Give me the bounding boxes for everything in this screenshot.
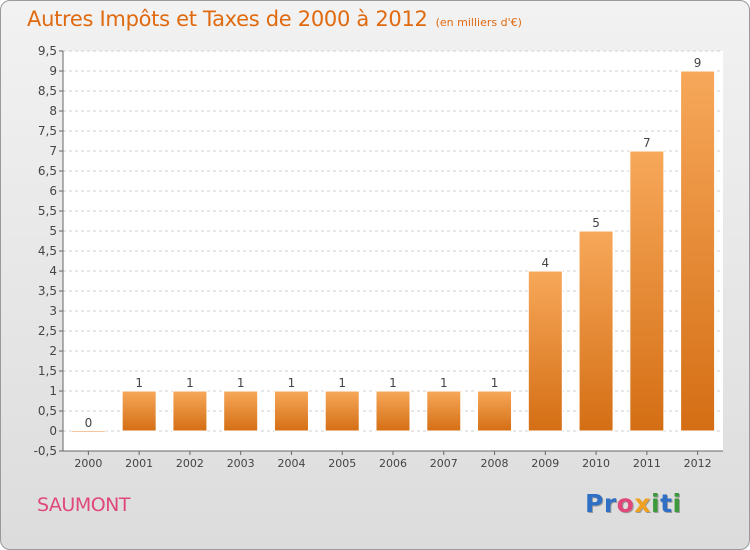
bar bbox=[121, 390, 157, 432]
x-tick-label: 2011 bbox=[633, 457, 661, 470]
y-tick-label: 9 bbox=[49, 64, 57, 78]
y-tick-label: 4,5 bbox=[38, 244, 57, 258]
data-label: 0 bbox=[85, 416, 93, 430]
data-label: 1 bbox=[491, 376, 499, 390]
data-label: 1 bbox=[135, 376, 143, 390]
x-tick-label: 2007 bbox=[430, 457, 458, 470]
x-tick-label: 2012 bbox=[684, 457, 712, 470]
logo-letter: t bbox=[660, 489, 673, 518]
bar bbox=[273, 390, 309, 432]
logo-letter: o bbox=[616, 489, 635, 518]
logo-letter: i bbox=[651, 489, 661, 518]
x-tick-label: 2003 bbox=[227, 457, 255, 470]
commune-name: SAUMONT bbox=[37, 494, 130, 516]
bar bbox=[578, 230, 614, 432]
bar bbox=[680, 70, 716, 432]
x-tick-label: 2005 bbox=[328, 457, 356, 470]
y-tick-label: 8,5 bbox=[38, 84, 57, 98]
data-label: 4 bbox=[541, 256, 549, 270]
chart-title: Autres Impôts et Taxes de 2000 à 2012 (en… bbox=[27, 7, 522, 31]
y-tick-label: 3,5 bbox=[38, 284, 57, 298]
y-tick-label: 2 bbox=[49, 344, 57, 358]
x-tick-label: 2000 bbox=[74, 457, 102, 470]
y-tick-label: 9,5 bbox=[38, 44, 57, 58]
data-label: 1 bbox=[389, 376, 397, 390]
bar bbox=[70, 430, 106, 433]
x-tick-label: 2008 bbox=[481, 457, 509, 470]
x-tick-label: 2006 bbox=[379, 457, 407, 470]
data-label: 1 bbox=[237, 376, 245, 390]
logo-letter: i bbox=[672, 489, 682, 518]
data-label: 5 bbox=[592, 216, 600, 230]
data-label: 1 bbox=[338, 376, 346, 390]
y-tick-label: 0,5 bbox=[38, 404, 57, 418]
bar bbox=[426, 390, 462, 432]
y-tick-label: 1 bbox=[49, 384, 57, 398]
bar bbox=[375, 390, 411, 432]
y-tick-label: 3 bbox=[49, 304, 57, 318]
data-label: 1 bbox=[186, 376, 194, 390]
data-label: 1 bbox=[288, 376, 296, 390]
y-tick-label: 2,5 bbox=[38, 324, 57, 338]
y-tick-label: 7 bbox=[49, 144, 57, 158]
y-tick-label: 5 bbox=[49, 224, 57, 238]
bar bbox=[172, 390, 208, 432]
y-tick-label: -0,5 bbox=[34, 444, 57, 458]
bar bbox=[223, 390, 259, 432]
chart-unit-note: (en milliers d'€) bbox=[435, 16, 522, 29]
y-tick-label: 1,5 bbox=[38, 364, 57, 378]
y-tick-label: 5,5 bbox=[38, 204, 57, 218]
x-tick-label: 2001 bbox=[125, 457, 153, 470]
logo-letter: x bbox=[634, 489, 651, 518]
y-tick-label: 4 bbox=[49, 264, 57, 278]
bar bbox=[629, 150, 665, 432]
y-tick-label: 8 bbox=[49, 104, 57, 118]
logo-letter: r bbox=[603, 489, 617, 518]
data-label: 1 bbox=[440, 376, 448, 390]
bar bbox=[527, 270, 563, 432]
y-tick-label: 7,5 bbox=[38, 124, 57, 138]
x-tick-label: 2009 bbox=[531, 457, 559, 470]
data-label: 9 bbox=[694, 56, 702, 70]
bar bbox=[477, 390, 513, 432]
y-tick-label: 0 bbox=[49, 424, 57, 438]
y-tick-label: 6,5 bbox=[38, 164, 57, 178]
data-label: 7 bbox=[643, 136, 651, 150]
chart-title-text: Autres Impôts et Taxes de 2000 à 2012 bbox=[27, 7, 428, 31]
logo-letter: P bbox=[585, 489, 604, 518]
x-tick-label: 2004 bbox=[277, 457, 305, 470]
bar bbox=[324, 390, 360, 432]
proxiti-logo[interactable]: Proxiti bbox=[585, 489, 682, 518]
x-tick-label: 2010 bbox=[582, 457, 610, 470]
y-tick-label: 6 bbox=[49, 184, 57, 198]
x-tick-label: 2002 bbox=[176, 457, 204, 470]
